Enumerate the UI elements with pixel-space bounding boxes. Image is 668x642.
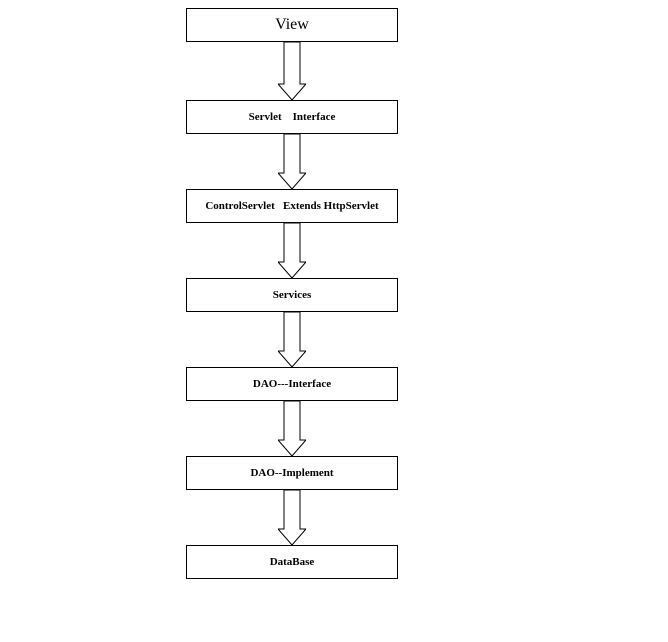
flowchart-node-services: Services: [186, 278, 398, 312]
node-label: Servlet Interface: [249, 111, 336, 123]
flowchart-node-dao-interface: DAO---Interface: [186, 367, 398, 401]
flowchart-arrow: [278, 134, 306, 189]
node-label: DataBase: [270, 556, 315, 568]
flowchart-node-database: DataBase: [186, 545, 398, 579]
flowchart-node-control-servlet: ControlServlet Extends HttpServlet: [186, 189, 398, 223]
flowchart-arrow: [278, 42, 306, 100]
flowchart-arrow: [278, 401, 306, 456]
flowchart-node-dao-implement: DAO--Implement: [186, 456, 398, 490]
flowchart-node-servlet-interface: Servlet Interface: [186, 100, 398, 134]
node-label: ControlServlet Extends HttpServlet: [205, 200, 378, 212]
node-label: DAO---Interface: [253, 378, 331, 390]
flowchart-arrow: [278, 312, 306, 367]
flowchart-diagram: View Servlet Interface ControlServlet Exte…: [0, 0, 668, 642]
flowchart-arrow: [278, 490, 306, 545]
flowchart-node-view: View: [186, 8, 398, 42]
node-label: View: [275, 16, 309, 34]
flowchart-arrow: [278, 223, 306, 278]
node-label: Services: [273, 289, 311, 301]
node-label: DAO--Implement: [250, 467, 333, 479]
